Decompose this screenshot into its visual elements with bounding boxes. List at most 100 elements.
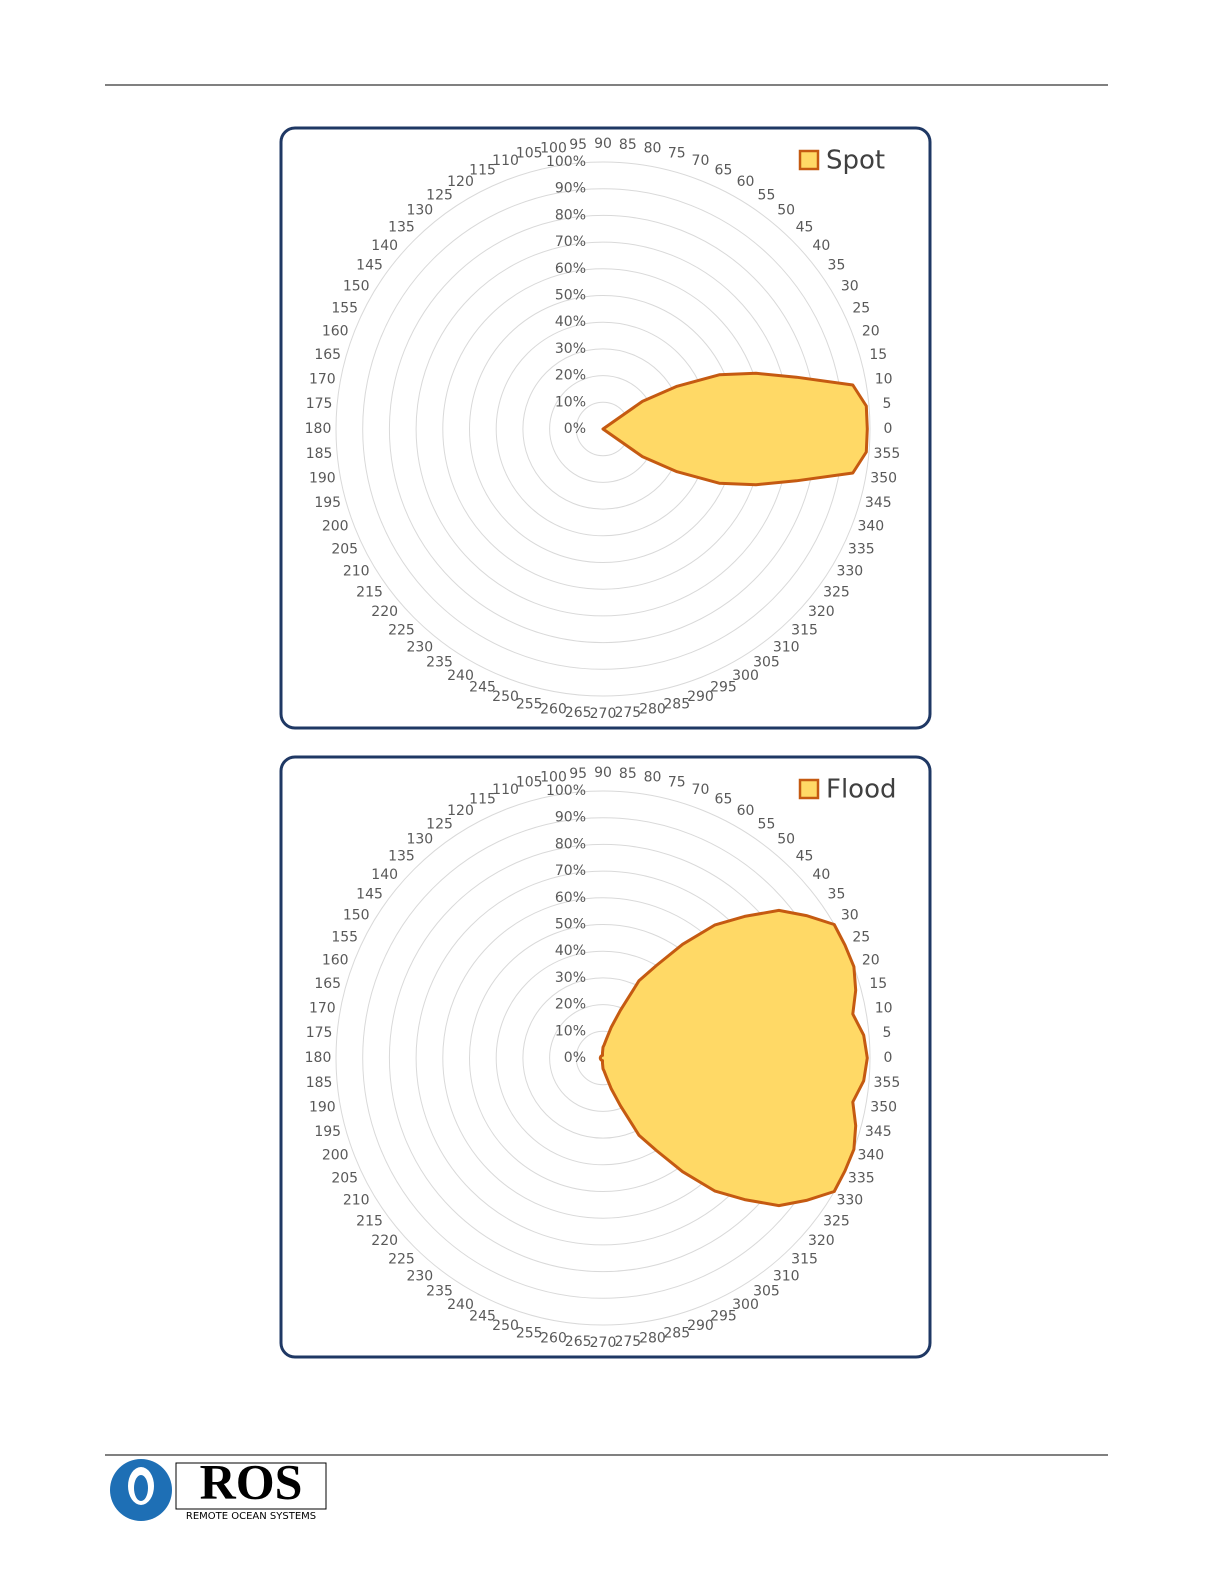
angle-label: 265 bbox=[565, 1334, 592, 1350]
angle-label: 340 bbox=[857, 1147, 884, 1163]
radial-tick-label: 30% bbox=[555, 341, 586, 357]
angle-label: 85 bbox=[619, 137, 637, 153]
angle-label: 80 bbox=[644, 769, 662, 785]
angle-label: 10 bbox=[875, 1001, 893, 1017]
angle-label: 345 bbox=[865, 1124, 892, 1140]
radial-tick-label: 60% bbox=[555, 261, 586, 277]
legend-label: Flood bbox=[826, 775, 897, 805]
radial-tick-label: 70% bbox=[555, 863, 586, 879]
logo-core bbox=[134, 1475, 148, 1501]
angle-label: 180 bbox=[305, 1050, 332, 1066]
angle-label: 125 bbox=[426, 817, 453, 833]
angle-label: 255 bbox=[516, 1325, 543, 1341]
angle-label: 205 bbox=[331, 541, 358, 557]
logo: ROS REMOTE OCEAN SYSTEMS bbox=[110, 1453, 327, 1522]
angle-label: 75 bbox=[668, 775, 686, 791]
angle-label: 30 bbox=[841, 279, 859, 295]
angle-label: 5 bbox=[882, 396, 891, 412]
radar-area bbox=[601, 371, 869, 487]
angle-label: 240 bbox=[447, 1297, 474, 1313]
angle-label: 45 bbox=[796, 848, 814, 864]
chart: 0% 10% 20% 30% 40% 50% 60% 70% 80% 90% 100% 0 5 10 15 2… bbox=[279, 126, 932, 730]
angle-label: 90 bbox=[594, 136, 612, 152]
angle-label: 255 bbox=[516, 696, 543, 712]
angle-label: 170 bbox=[309, 1001, 336, 1017]
radial-tick-label: 40% bbox=[555, 314, 586, 330]
angle-label: 230 bbox=[406, 1268, 433, 1284]
angle-label: 195 bbox=[314, 495, 341, 511]
angle-label: 250 bbox=[492, 1318, 519, 1334]
legend-swatch bbox=[798, 149, 820, 171]
angle-label: 270 bbox=[590, 706, 617, 722]
angle-label: 30 bbox=[841, 908, 859, 924]
angle-label: 160 bbox=[322, 324, 349, 340]
angle-label: 225 bbox=[388, 623, 415, 639]
angle-label: 70 bbox=[692, 153, 710, 169]
angle-label: 160 bbox=[322, 953, 349, 969]
angle-label: 55 bbox=[758, 817, 776, 833]
angle-label: 285 bbox=[663, 696, 690, 712]
radial-tick-label: 20% bbox=[555, 997, 586, 1013]
angle-label: 50 bbox=[777, 203, 795, 219]
angle-label: 145 bbox=[356, 887, 383, 903]
angle-label: 320 bbox=[808, 1233, 835, 1249]
angle-label: 105 bbox=[516, 775, 543, 791]
angle-label: 310 bbox=[773, 1268, 800, 1284]
angle-label: 175 bbox=[306, 396, 333, 412]
radial-tick-label: 0% bbox=[564, 1050, 586, 1066]
radial-tick-label: 50% bbox=[555, 288, 586, 304]
angle-label: 0 bbox=[884, 421, 893, 437]
legend-swatch bbox=[798, 778, 820, 800]
angle-label: 200 bbox=[322, 1147, 349, 1163]
angle-label: 170 bbox=[309, 372, 336, 388]
angle-label: 140 bbox=[371, 238, 398, 254]
angle-label: 225 bbox=[388, 1252, 415, 1268]
angle-label: 335 bbox=[848, 541, 875, 557]
angle-label: 200 bbox=[322, 518, 349, 534]
angle-label: 260 bbox=[540, 702, 567, 718]
angle-label: 190 bbox=[309, 1099, 336, 1115]
angle-label: 20 bbox=[862, 953, 880, 969]
angle-label: 0 bbox=[884, 1050, 893, 1066]
angle-label: 75 bbox=[668, 146, 686, 162]
logo-frame bbox=[175, 1462, 327, 1510]
angle-label: 70 bbox=[692, 782, 710, 798]
logo-subtitle: REMOTE OCEAN SYSTEMS bbox=[186, 1511, 316, 1522]
angle-label: 15 bbox=[869, 976, 887, 992]
angle-label: 185 bbox=[306, 446, 333, 462]
angle-label: 115 bbox=[469, 792, 496, 808]
angle-label: 230 bbox=[406, 639, 433, 655]
angle-label: 350 bbox=[870, 1099, 897, 1115]
angle-label: 310 bbox=[773, 639, 800, 655]
angle-label: 65 bbox=[715, 163, 733, 179]
angle-label: 355 bbox=[874, 446, 901, 462]
angle-label: 120 bbox=[447, 803, 474, 819]
angle-label: 165 bbox=[314, 347, 341, 363]
angle-label: 275 bbox=[614, 1334, 641, 1350]
angle-label: 25 bbox=[852, 930, 870, 946]
angle-label: 110 bbox=[492, 782, 519, 798]
angle-label: 155 bbox=[331, 930, 358, 946]
angle-label: 320 bbox=[808, 604, 835, 620]
angle-label: 220 bbox=[371, 604, 398, 620]
angle-label: 290 bbox=[687, 1318, 714, 1334]
angle-label: 115 bbox=[469, 163, 496, 179]
angle-label: 135 bbox=[388, 848, 415, 864]
angle-label: 85 bbox=[619, 766, 637, 782]
angle-label: 120 bbox=[447, 174, 474, 190]
angle-label: 90 bbox=[594, 765, 612, 781]
angle-label: 60 bbox=[737, 803, 755, 819]
angle-label: 250 bbox=[492, 689, 519, 705]
angle-label: 125 bbox=[426, 188, 453, 204]
angle-label: 260 bbox=[540, 1331, 567, 1347]
angle-label: 305 bbox=[753, 1283, 780, 1299]
angle-label: 140 bbox=[371, 867, 398, 883]
radial-tick-label: 100% bbox=[546, 783, 586, 799]
angle-label: 235 bbox=[426, 654, 453, 670]
angle-label: 215 bbox=[356, 1213, 383, 1229]
angle-label: 40 bbox=[812, 238, 830, 254]
angle-label: 80 bbox=[644, 140, 662, 156]
chart: 0% 10% 20% 30% 40% 50% 60% 70% 80% 90% 100% 0 5 10 15 2… bbox=[279, 755, 932, 1359]
angle-label: 100 bbox=[540, 140, 567, 156]
